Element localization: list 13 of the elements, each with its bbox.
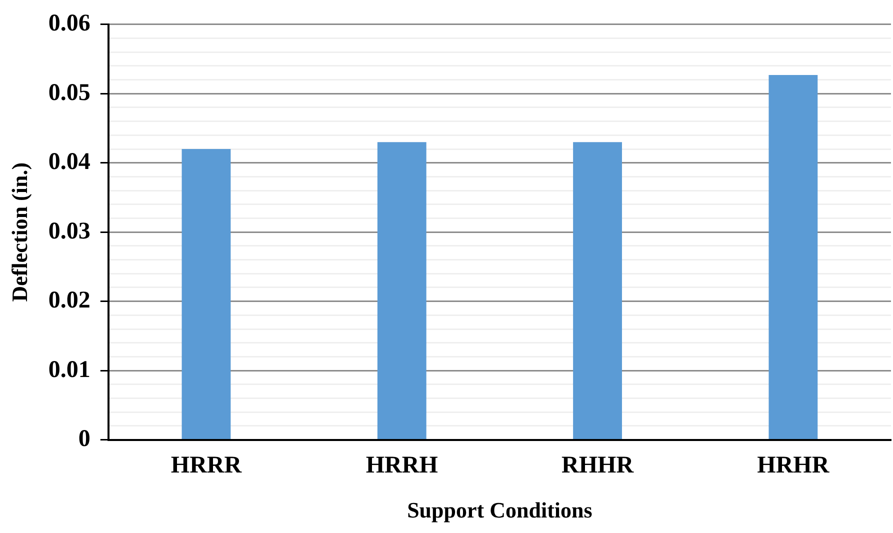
y-tick-label: 0.03 [48, 218, 90, 244]
y-tick-label: 0.01 [48, 356, 90, 383]
x-axis-title: Support Conditions [407, 497, 593, 522]
y-tick-label: 0.02 [48, 288, 90, 314]
y-tick-label: 0.06 [48, 10, 90, 37]
y-tick-label: 0.04 [48, 149, 90, 176]
x-tick-label: HRHR [757, 452, 830, 478]
y-tick-label: 0 [78, 426, 90, 452]
x-tick-label: HRRR [170, 452, 242, 478]
y-axis-title: Deflection (in.) [6, 162, 32, 302]
x-tick-label: HRRH [366, 452, 438, 478]
x-tick-label: RHHR [562, 452, 634, 478]
y-tick-label: 0.05 [48, 80, 90, 106]
